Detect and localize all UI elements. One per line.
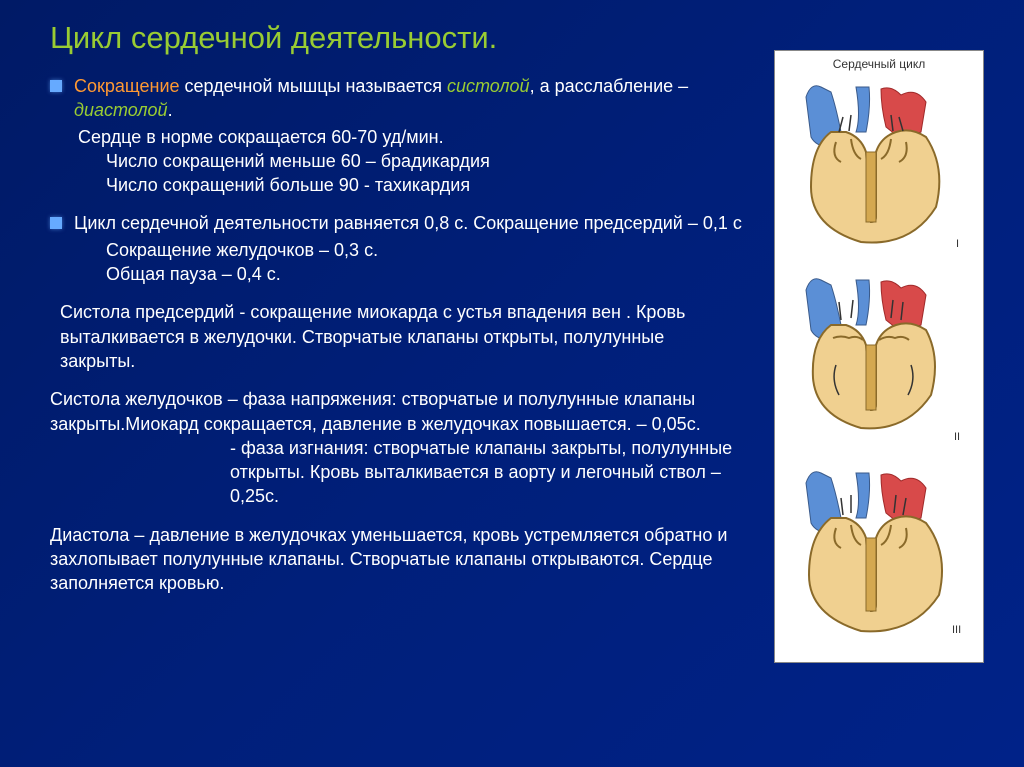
bullet-1: Сокращение сердечной мышцы называется си… bbox=[50, 74, 744, 123]
text-orange: Сокращение bbox=[74, 76, 180, 96]
bullet-icon bbox=[50, 217, 62, 229]
text-line: Сокращение желудочков – 0,3 с. bbox=[50, 238, 744, 262]
bullet-icon bbox=[50, 80, 62, 92]
text-line: Число сокращений больше 90 - тахикардия bbox=[50, 173, 744, 197]
paragraph-3: Диастола – давление в желудочках уменьша… bbox=[50, 523, 744, 596]
paragraph-2b: - фаза изгнания: створчатые клапаны закр… bbox=[50, 436, 744, 509]
slide-title: Цикл сердечной деятельности. bbox=[50, 20, 744, 56]
text-line: Сердце в норме сокращается 60-70 уд/мин. bbox=[50, 125, 744, 149]
heart-phase-1: I bbox=[781, 77, 976, 257]
paragraph-1: Систола предсердий - сокращение миокарда… bbox=[50, 300, 744, 373]
bullet-2: Цикл сердечной деятельности равняется 0,… bbox=[50, 211, 744, 235]
text-line: Число сокращений меньше 60 – брадикардия bbox=[50, 149, 744, 173]
heart-phase-2: II bbox=[781, 270, 976, 450]
svg-text:II: II bbox=[954, 431, 960, 443]
heart-cycle-image: Сердечный цикл I bbox=[774, 50, 984, 663]
heart-phase-3: III bbox=[781, 463, 976, 643]
image-caption: Сердечный цикл bbox=[781, 57, 977, 71]
text-line: Общая пауза – 0,4 с. bbox=[50, 262, 744, 286]
paragraph-2a: Систола желудочков – фаза напряжения: ст… bbox=[50, 387, 744, 436]
svg-text:I: I bbox=[956, 238, 959, 250]
svg-text:III: III bbox=[952, 624, 961, 636]
text-italic-green: диастолой bbox=[74, 100, 168, 120]
text-italic-green: систолой bbox=[447, 76, 530, 96]
